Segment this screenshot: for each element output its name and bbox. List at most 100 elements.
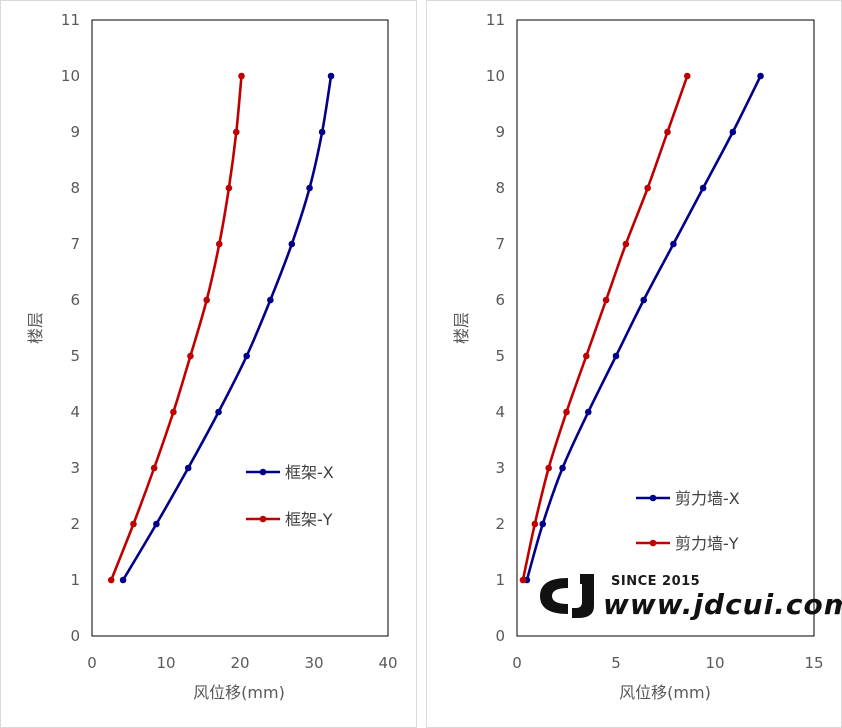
wall-x-tick-label: 10 bbox=[705, 654, 724, 672]
frame-data-point-y bbox=[203, 296, 210, 304]
frame-y-tick-label: 6 bbox=[70, 291, 80, 309]
legend-marker-wall-y bbox=[649, 539, 657, 547]
wall-y-tick-label: 9 bbox=[495, 123, 505, 141]
frame-series-line-x bbox=[121, 74, 333, 582]
wall-data-point-x bbox=[640, 296, 648, 304]
frame-y-tick-label: 10 bbox=[61, 67, 80, 85]
frame-series-line-y bbox=[109, 74, 243, 582]
wall-series-line-x bbox=[525, 74, 762, 582]
shear-wall-x-axis-title: 风位移(mm) bbox=[619, 683, 711, 702]
legend-label-frame-x: 框架-X bbox=[285, 463, 334, 482]
frame-data-point-x bbox=[327, 72, 335, 80]
frame-data-point-y bbox=[187, 352, 194, 360]
wall-data-point-y bbox=[622, 240, 630, 248]
wall-y-tick-label: 3 bbox=[495, 459, 505, 477]
frame-data-point-y bbox=[225, 184, 233, 192]
legend-marker-frame-y bbox=[259, 515, 267, 523]
legend-label-wall-x: 剪力墙-X bbox=[675, 489, 740, 508]
wall-data-point-y bbox=[664, 128, 671, 136]
frame-data-point-x bbox=[267, 296, 274, 304]
wall-data-point-y bbox=[519, 576, 527, 584]
frame-x-tick-label: 0 bbox=[87, 654, 97, 672]
wall-x-tick-label: 5 bbox=[611, 654, 621, 672]
wall-plot-border bbox=[516, 19, 815, 637]
wall-y-tick-label: 5 bbox=[495, 347, 505, 365]
wall-data-point-x bbox=[539, 520, 547, 528]
site-watermark: SINCE 2015 www.jdcui.com bbox=[540, 574, 842, 621]
frame-plot-area: 0 1 2 3 4 5 6 7 8 9 10 11 0 10 20 30 40 bbox=[61, 11, 398, 672]
watermark-since: SINCE 2015 bbox=[611, 574, 700, 589]
wall-data-point-x bbox=[584, 408, 592, 416]
wall-y-tick-label: 1 bbox=[495, 571, 505, 589]
frame-y-tick-label: 2 bbox=[70, 515, 80, 533]
frame-y-tick-label: 0 bbox=[70, 627, 80, 645]
shear-wall-drift-chart: 0 1 2 3 4 5 6 7 8 9 10 11 0 5 10 15 风位移(mm) 楼层 剪力墙-X 剪力… bbox=[452, 11, 824, 702]
frame-data-point-x bbox=[215, 408, 222, 416]
wall-data-point-y bbox=[531, 520, 539, 528]
wall-data-point-x bbox=[559, 464, 566, 472]
shear-wall-legend: 剪力墙-X 剪力墙-Y bbox=[636, 489, 740, 553]
frame-data-point-x bbox=[318, 128, 326, 136]
shear-wall-plot-area: 0 1 2 3 4 5 6 7 8 9 10 11 0 5 10 15 bbox=[486, 11, 824, 672]
wall-data-point-x bbox=[612, 352, 620, 360]
wall-data-point-x bbox=[757, 72, 764, 80]
wall-data-point-y bbox=[583, 352, 590, 360]
frame-y-tick-label: 3 bbox=[70, 459, 80, 477]
wall-x-tick-label: 15 bbox=[804, 654, 823, 672]
frame-data-point-x bbox=[184, 464, 192, 472]
wall-data-point-x bbox=[729, 128, 737, 136]
wall-data-point-x bbox=[699, 184, 707, 192]
frame-y-tick-label: 8 bbox=[70, 179, 80, 197]
frame-x-tick-label: 20 bbox=[230, 654, 249, 672]
legend-label-wall-y: 剪力墙-Y bbox=[675, 534, 739, 553]
frame-x-tick-label: 40 bbox=[378, 654, 397, 672]
frame-x-axis-title: 风位移(mm) bbox=[193, 683, 285, 702]
wall-y-tick-label: 4 bbox=[495, 403, 505, 421]
frame-drift-chart: 0 1 2 3 4 5 6 7 8 9 10 11 0 10 20 30 40 风位移(mm) 楼层 框架-X … bbox=[26, 11, 398, 702]
frame-y-tick-label: 1 bbox=[70, 571, 80, 589]
frame-y-tick-label: 4 bbox=[70, 403, 80, 421]
shear-wall-y-axis-title: 楼层 bbox=[452, 312, 471, 344]
legend-marker-wall-x bbox=[649, 494, 657, 502]
frame-data-point-y bbox=[107, 576, 115, 584]
frame-data-point-y bbox=[233, 128, 240, 136]
legend-marker-frame-x bbox=[259, 468, 267, 476]
frame-data-point-y bbox=[170, 408, 177, 416]
frame-plot-border bbox=[91, 19, 389, 637]
wall-data-point-y bbox=[602, 296, 610, 304]
left-chart-frame bbox=[0, 0, 417, 728]
frame-data-point-x bbox=[243, 352, 250, 360]
frame-y-axis-title: 楼层 bbox=[26, 312, 45, 344]
watermark-url: www.jdcui.com bbox=[603, 588, 842, 621]
wall-y-tick-label: 11 bbox=[486, 11, 505, 29]
legend-label-frame-y: 框架-Y bbox=[285, 510, 333, 529]
wall-data-point-y bbox=[644, 184, 651, 192]
frame-data-point-x bbox=[306, 184, 313, 192]
frame-y-tick-label: 11 bbox=[61, 11, 80, 29]
wall-y-tick-label: 2 bbox=[495, 515, 505, 533]
wall-y-tick-label: 0 bbox=[495, 627, 505, 645]
frame-legend: 框架-X 框架-Y bbox=[246, 463, 334, 529]
frame-y-tick-label: 5 bbox=[70, 347, 80, 365]
wall-y-tick-label: 7 bbox=[495, 235, 505, 253]
wall-data-point-y bbox=[683, 72, 691, 80]
frame-x-tick-label: 10 bbox=[156, 654, 175, 672]
frame-x-tick-label: 30 bbox=[304, 654, 323, 672]
frame-y-tick-label: 7 bbox=[70, 235, 80, 253]
wall-data-point-y bbox=[545, 464, 552, 472]
wall-data-point-y bbox=[563, 408, 570, 416]
wall-series-line-y bbox=[521, 74, 689, 582]
frame-data-point-y bbox=[130, 520, 137, 528]
frame-data-point-x bbox=[288, 240, 296, 248]
frame-data-point-y bbox=[215, 240, 223, 248]
wall-y-tick-label: 8 bbox=[495, 179, 505, 197]
wall-y-tick-label: 10 bbox=[486, 67, 505, 85]
frame-data-point-y bbox=[150, 464, 158, 472]
right-chart-frame bbox=[426, 0, 842, 728]
wall-x-tick-label: 0 bbox=[512, 654, 522, 672]
frame-data-point-x bbox=[119, 576, 127, 584]
frame-data-point-x bbox=[153, 520, 160, 528]
watermark-logo bbox=[540, 574, 594, 618]
frame-data-point-y bbox=[238, 72, 245, 80]
